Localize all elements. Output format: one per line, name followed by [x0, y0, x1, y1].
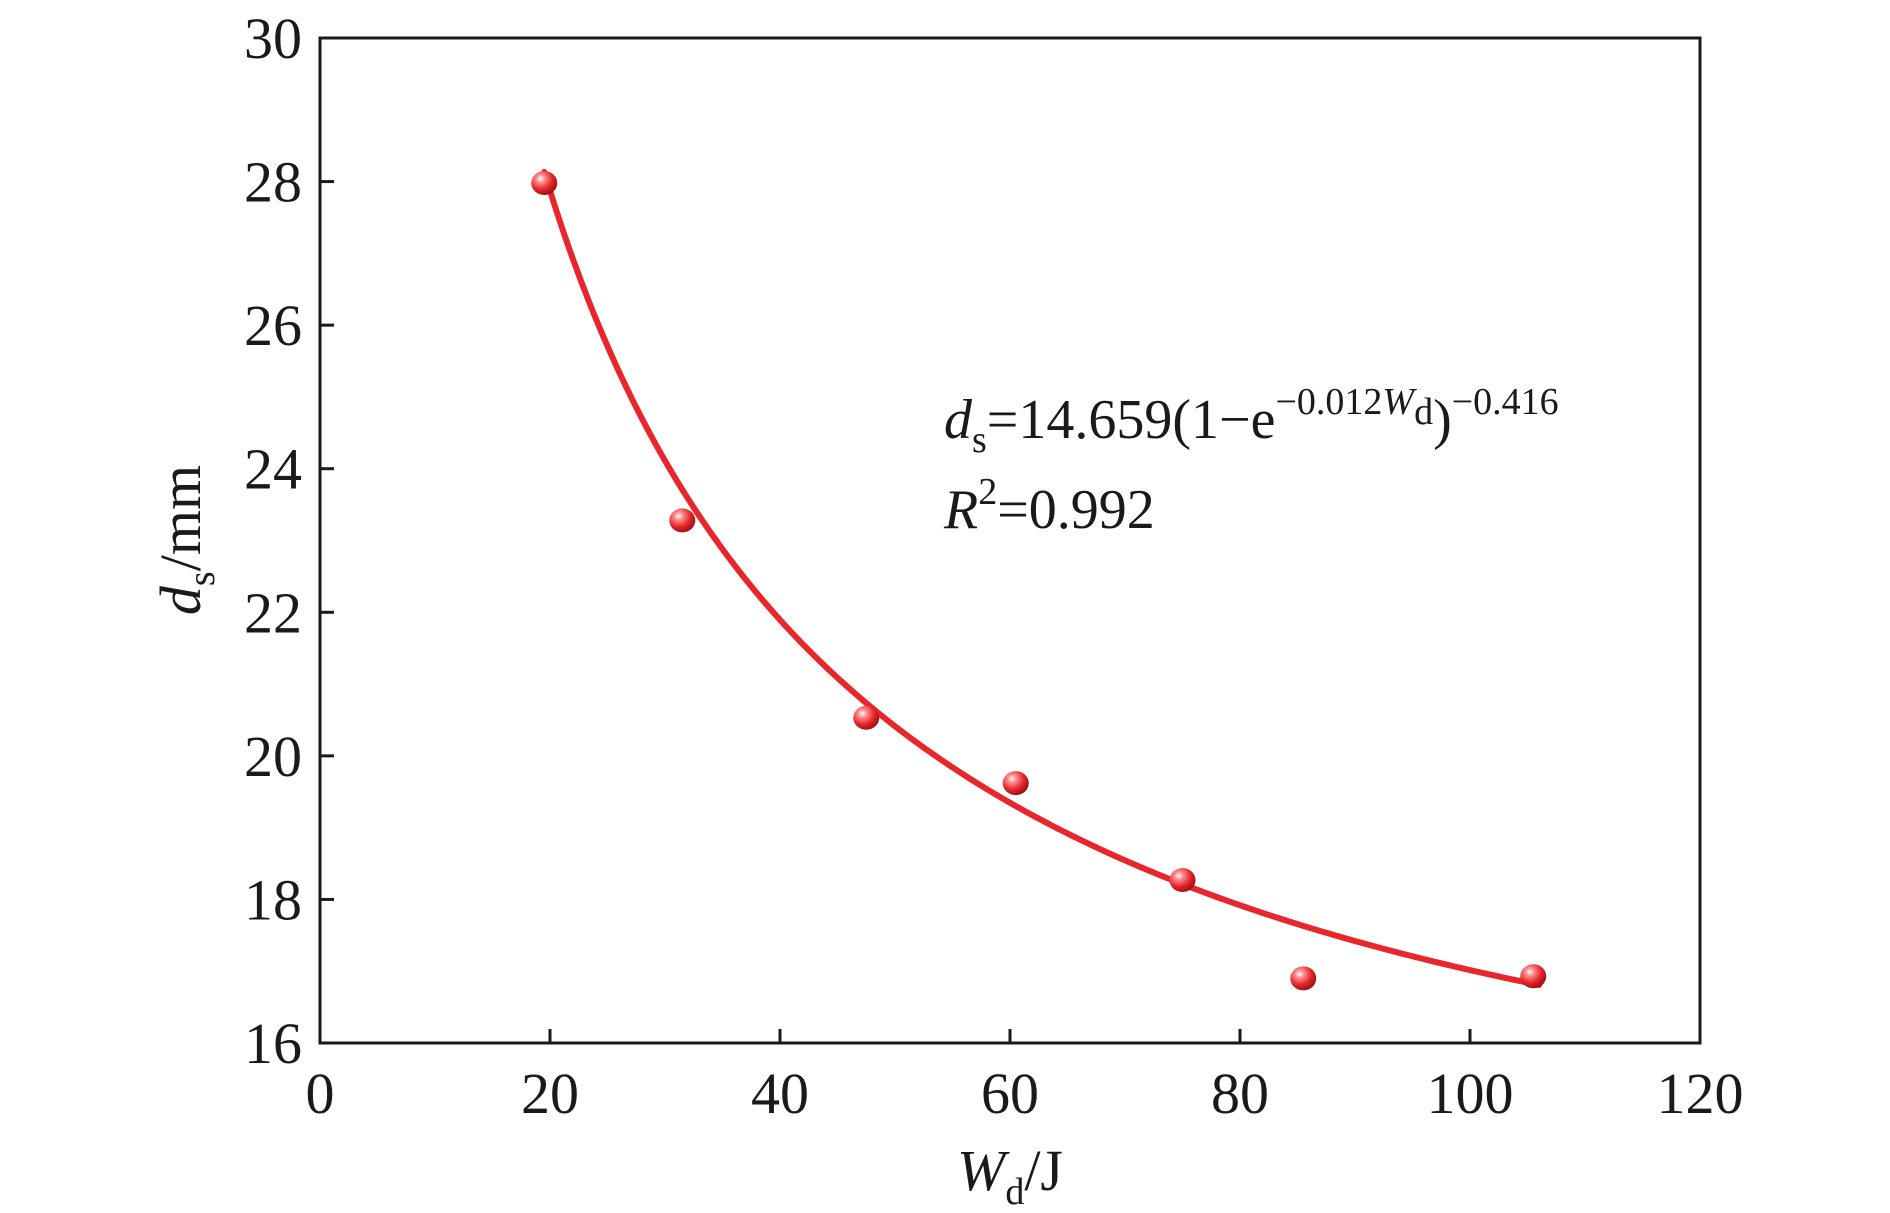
- y-tick-label: 22: [244, 580, 302, 645]
- y-tick-label: 26: [244, 293, 302, 358]
- data-point: [853, 705, 880, 730]
- x-axis-ticks: 0 20 40 60 80 100 120: [306, 1029, 1744, 1126]
- y-tick-label: 20: [244, 724, 302, 789]
- x-axis-label: Wd/J: [957, 1138, 1063, 1213]
- y-tick-label: 18: [244, 867, 302, 932]
- data-point: [1169, 868, 1196, 893]
- data-point: [669, 508, 696, 533]
- fit-curve: [541, 168, 1542, 988]
- x-tick-label: 40: [751, 1061, 809, 1126]
- plot-area: [318, 36, 1702, 1045]
- x-tick-label: 20: [521, 1061, 579, 1126]
- x-tick-label: 0: [306, 1061, 335, 1126]
- data-point: [531, 171, 558, 196]
- data-point: [1520, 964, 1547, 989]
- x-tick-label: 120: [1657, 1061, 1744, 1126]
- data-point: [1290, 966, 1317, 991]
- y-axis-label: ds/mm: [148, 465, 223, 615]
- y-tick-label: 28: [244, 150, 302, 215]
- y-axis-ticks: 16 18 20 22 24 26 28 30: [244, 6, 334, 1076]
- x-tick-label: 60: [981, 1061, 1039, 1126]
- x-tick-label: 80: [1211, 1061, 1269, 1126]
- y-tick-label: 30: [244, 6, 302, 71]
- fit-equation: ds=14.659(1−e−0.012Wd)−0.416: [944, 381, 1559, 461]
- y-tick-label: 16: [244, 1011, 302, 1076]
- x-tick-label: 100: [1427, 1061, 1514, 1126]
- r-squared: R2=0.992: [943, 471, 1155, 541]
- data-points: [531, 171, 1547, 991]
- y-tick-label: 24: [244, 437, 302, 502]
- data-point: [1002, 771, 1029, 796]
